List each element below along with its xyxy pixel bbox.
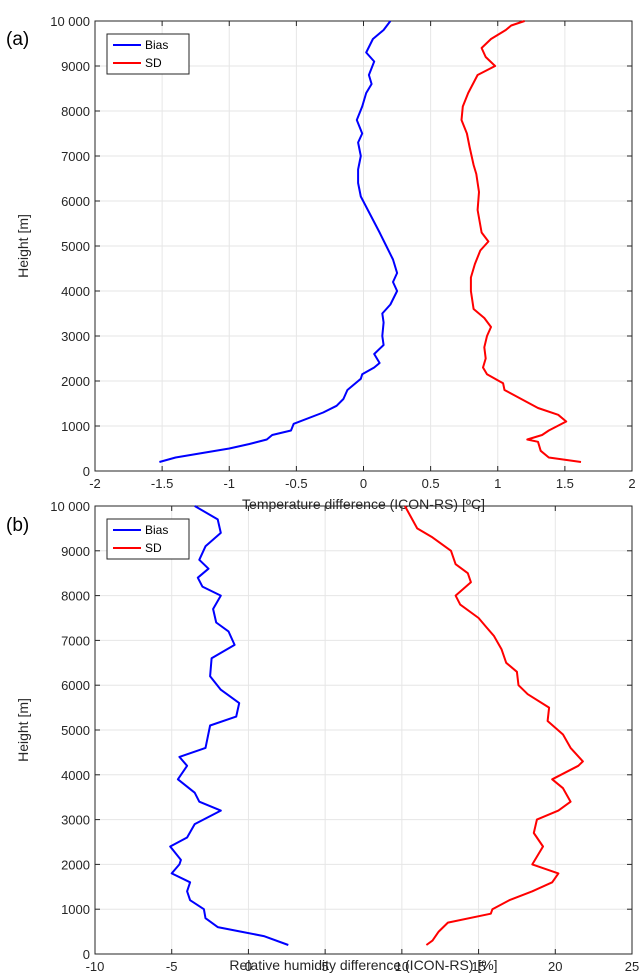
y-tick-label: 2000 [61,374,90,389]
y-tick-label: 5000 [61,239,90,254]
y-tick-label: 7000 [61,149,90,164]
x-tick-label: 1 [494,476,501,491]
x-tick-label: 0 [245,959,252,974]
y-tick-label: 5000 [61,723,90,738]
y-tick-label: 6000 [61,678,90,693]
x-tick-label: -10 [86,959,105,974]
x-tick-label: 0 [360,476,367,491]
x-tick-label: 5 [322,959,329,974]
y-tick-label: 7000 [61,633,90,648]
legend-box [106,518,190,560]
x-tick-label: -1.5 [151,476,173,491]
y-tick-label: 8000 [61,104,90,119]
legend: Bias SD [106,33,190,75]
y-tick-label: 6000 [61,194,90,209]
x-tick-label: -5 [166,959,178,974]
y-tick-label: 9000 [61,544,90,559]
legend-label-sd: SD [145,541,162,555]
y-tick-label: 10 000 [50,499,90,514]
y-tick-label: 4000 [61,768,90,783]
y-tick-label: 3000 [61,329,90,344]
chart-panel-a: -2 -1.5 -1 -0.5 0 0.5 1 1.5 2 0 1000 2000 3000 4000 50… [6,14,636,512]
series-line-bias [169,505,289,946]
x-tick-label: 0.5 [422,476,440,491]
x-axis-label: Temperature difference (ICON-RS) [ºC] [242,496,485,512]
x-tick-label: 15 [471,959,485,974]
chart-panel-b: -10 -5 0 5 10 15 20 25 0 1000 2000 3000 4000 5000 6000… [6,499,639,974]
x-tick-label: 1.5 [556,476,574,491]
y-tick-label: 9000 [61,59,90,74]
y-tick-label: 1000 [61,419,90,434]
legend-label-bias: Bias [145,38,168,52]
y-tick-label: 0 [83,947,90,962]
panel-label: (a) [6,29,29,50]
y-tick-label: 3000 [61,813,90,828]
y-axis-label: Height [m] [15,698,31,762]
x-tick-label: 2 [628,476,635,491]
legend-label-bias: Bias [145,523,168,537]
x-tick-label: 20 [548,959,562,974]
y-tick-label: 10 000 [50,14,90,29]
x-axis-label: Relative humidity difference (ICON-RS) [… [229,957,497,973]
y-tick-label: 1000 [61,902,90,917]
series-line-bias [159,20,399,463]
x-tick-label: 10 [395,959,409,974]
y-tick-label: 0 [83,464,90,479]
legend-label-sd: SD [145,56,162,70]
y-axis-label: Height [m] [15,214,31,278]
legend-box [106,33,190,75]
series-line-sd [460,20,582,463]
x-tick-label: -1 [223,476,235,491]
legend: Bias SD [106,518,190,560]
y-tick-label: 8000 [61,589,90,604]
x-tick-label: 25 [625,959,639,974]
y-tick-label: 4000 [61,284,90,299]
x-tick-label: -2 [89,476,101,491]
x-tick-label: -0.5 [285,476,307,491]
y-tick-label: 2000 [61,857,90,872]
series-line-sd [404,505,584,946]
panel-label: (b) [6,515,29,536]
